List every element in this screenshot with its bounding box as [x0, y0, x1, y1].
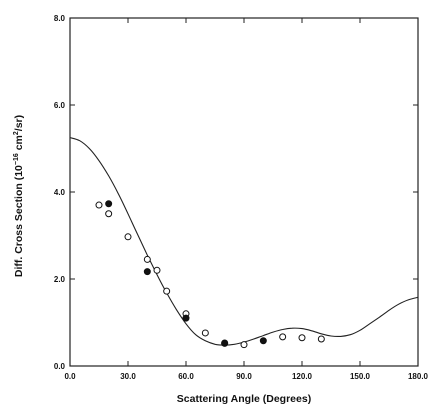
- y-tick-label: 6.0: [54, 101, 66, 110]
- open-data-point: [153, 266, 161, 274]
- filled-data-point: [105, 200, 113, 208]
- filled-data-point: [182, 314, 190, 322]
- open-data-point: [240, 341, 248, 349]
- x-tick-label: 60.0: [178, 372, 194, 381]
- open-data-point: [95, 201, 103, 209]
- open-data-point: [163, 287, 171, 295]
- x-tick-label: 120.0: [292, 372, 313, 381]
- filled-data-point: [259, 337, 267, 345]
- axes: [69, 17, 419, 367]
- y-axis-label-exponent: −16: [13, 153, 20, 165]
- y-tick-label: 0.0: [54, 362, 66, 371]
- y-axis-label-end: /sr): [13, 115, 25, 131]
- open-data-point: [143, 255, 151, 263]
- x-tick-label: 90.0: [236, 372, 252, 381]
- y-tick-label: 2.0: [54, 275, 66, 284]
- filled-data-point: [221, 339, 229, 347]
- open-data-point: [201, 329, 209, 337]
- theory-curve: [69, 137, 419, 346]
- open-data-point: [279, 333, 287, 341]
- x-tick-label: 0.0: [64, 372, 76, 381]
- y-axis-label: Diff. Cross Section (10−16 cm2/sr): [13, 115, 25, 277]
- y-axis-label-unit-exponent: 2: [13, 131, 20, 135]
- open-data-point: [317, 335, 325, 343]
- series: [69, 137, 419, 349]
- open-data-point: [124, 233, 132, 241]
- y-tick-label: 8.0: [54, 14, 66, 23]
- filled-data-point: [143, 268, 151, 276]
- y-tick-label: 4.0: [54, 188, 66, 197]
- x-tick-label: 30.0: [120, 372, 136, 381]
- y-axis-label-unit: cm: [13, 135, 25, 153]
- x-axis-label: Scattering Angle (Degrees): [177, 393, 311, 405]
- plot-frame: [69, 17, 419, 367]
- ticks: 0.0 30.0 60.0 90.0 120.0 150.0 180.0 0.0 2.0 4.0 6…: [54, 14, 429, 381]
- x-tick-label: 180.0: [408, 372, 429, 381]
- open-data-point: [105, 210, 113, 218]
- y-axis-label-main: Diff. Cross Section (10: [13, 165, 25, 277]
- open-data-point: [298, 334, 306, 342]
- x-tick-label: 150.0: [350, 372, 371, 381]
